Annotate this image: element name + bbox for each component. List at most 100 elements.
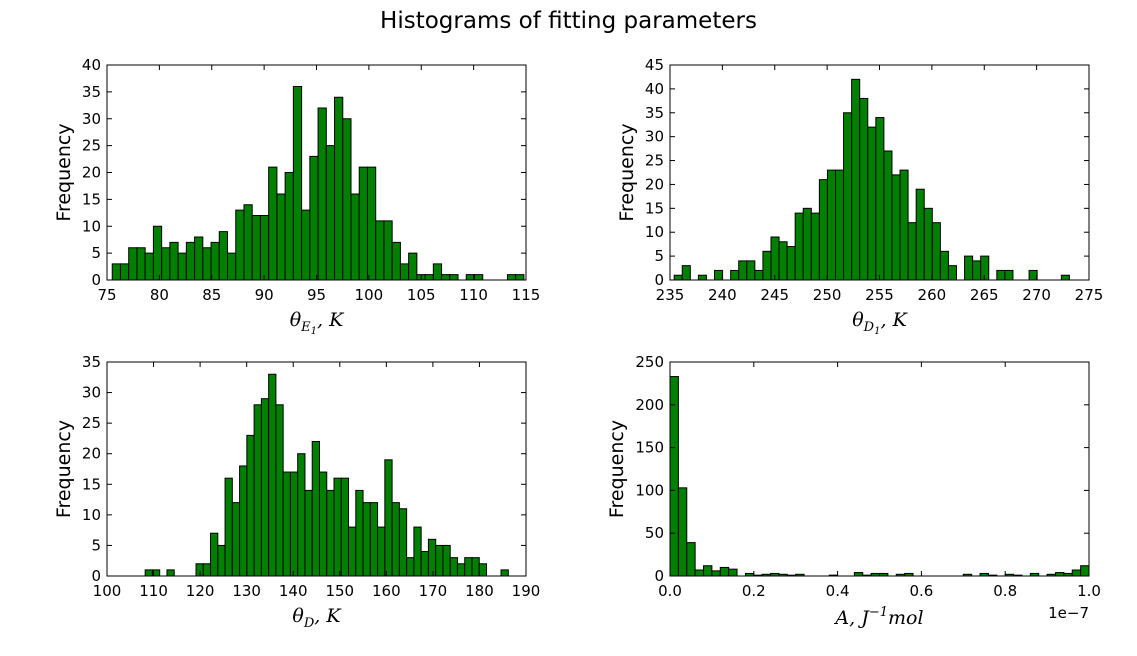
y-tick-label: 20 (82, 445, 101, 463)
histogram-bar (152, 225, 163, 281)
histogram-bar (1054, 572, 1065, 577)
histogram-bar (843, 112, 853, 281)
y-tick-label: 5 (654, 247, 664, 265)
x-tick-label: 105 (407, 286, 436, 304)
histogram-bar (730, 269, 740, 281)
x-tick-label: 0.0 (658, 582, 682, 600)
histogram-bar (786, 246, 796, 281)
histogram-bar (762, 250, 772, 281)
histogram-bar (259, 215, 270, 281)
histogram-bar (194, 236, 204, 281)
histogram-bar (746, 260, 756, 281)
histogram-bar (471, 557, 480, 577)
x-tick-label: 80 (150, 286, 169, 304)
x-axis-label: θE1, K (290, 309, 345, 337)
histogram-bar (697, 274, 707, 281)
histogram-bar (128, 247, 138, 281)
histogram-bar (377, 526, 386, 577)
x-tick-label: 0.4 (826, 582, 850, 600)
y-tick-label: 15 (82, 190, 101, 208)
y-tick-label: 100 (635, 481, 664, 499)
axes-frame (669, 361, 1090, 577)
histogram-bar (802, 207, 812, 281)
histogram-bar (177, 252, 187, 281)
x-tick-label: 235 (656, 286, 685, 304)
histogram-bar (441, 274, 451, 281)
histogram-bar (326, 489, 335, 577)
histogram-bar (420, 551, 429, 577)
histogram-bar (358, 166, 368, 281)
y-tick-label: 200 (635, 396, 664, 414)
histogram-bar (972, 260, 982, 281)
y-axis-label: Frequency (606, 420, 628, 518)
histogram-bar (1080, 565, 1090, 577)
x-tick-label: 130 (232, 582, 261, 600)
histogram-bar (859, 97, 869, 281)
x-tick-label: 0.2 (742, 582, 766, 600)
histogram-bar (794, 212, 804, 281)
y-tick-label: 35 (645, 104, 664, 122)
histogram-bar (686, 542, 696, 577)
histogram-bar (714, 269, 724, 281)
y-tick-label: 0 (654, 271, 664, 289)
histogram-bar (350, 193, 360, 281)
x-axis-label: θD1, K (852, 309, 908, 337)
histogram-bar (398, 508, 408, 577)
histogram-bar (500, 569, 509, 577)
histogram-bar (309, 155, 319, 281)
histogram-bar (311, 440, 320, 577)
x-tick-label: 115 (512, 286, 541, 304)
histogram-bar (681, 265, 691, 281)
histogram-bar (406, 557, 415, 577)
histogram-bar (111, 263, 121, 281)
histogram-bar (464, 557, 473, 577)
histogram-bar (276, 193, 286, 281)
histogram-bar (391, 502, 400, 577)
figure-title: Histograms of fitting parameters (380, 8, 757, 34)
histogram-bar (770, 236, 780, 281)
histogram-bar (996, 269, 1006, 281)
histogram-bar (342, 118, 352, 281)
histogram-bar (738, 260, 748, 281)
histogram-bar (304, 489, 313, 577)
histogram-bar (478, 563, 488, 577)
histogram-bar (161, 247, 171, 281)
histogram-bar (362, 502, 371, 577)
x-tick-label: 160 (372, 582, 401, 600)
histogram-bar (818, 179, 828, 281)
histogram-bar (435, 544, 444, 577)
histogram-bar (202, 247, 212, 281)
histogram-bar (673, 274, 683, 281)
y-tick-label: 150 (635, 439, 664, 457)
subplot-2: 235 240 245 250 255 260 265 270 275 0 5 10 15 20 25 30 3… (616, 56, 1103, 337)
histogram-bar (301, 209, 311, 281)
y-tick-label: 35 (82, 83, 101, 101)
histogram-bar (711, 570, 721, 577)
histogram-bar (369, 502, 379, 577)
y-tick-label: 25 (82, 414, 101, 432)
histogram-bar (719, 566, 730, 577)
histogram-bar (282, 471, 291, 577)
histogram-bar (325, 145, 336, 281)
y-tick-label: 25 (82, 137, 101, 155)
histogram-bar (231, 502, 241, 577)
x-tick-label: 140 (279, 582, 308, 600)
histogram-bar (144, 569, 153, 577)
histogram-bar (275, 404, 284, 577)
histogram-bar (907, 222, 917, 281)
y-tick-label: 45 (645, 56, 664, 74)
histogram-bar (677, 487, 688, 577)
y-tick-label: 10 (82, 217, 101, 235)
x-tick-label: 265 (970, 286, 999, 304)
histogram-bar (728, 568, 738, 577)
histogram-bar (883, 150, 893, 281)
y-tick-label: 5 (91, 536, 101, 554)
x-axis-label: θD, K (292, 605, 342, 631)
y-tick-label: 15 (645, 199, 664, 217)
histogram-bar (1060, 274, 1070, 281)
y-tick-label: 25 (645, 152, 664, 170)
x-axis-label: A, J−1mol (833, 605, 923, 629)
histogram-bar (939, 250, 949, 281)
histogram-bar (826, 169, 837, 281)
x-tick-label: 85 (202, 286, 221, 304)
